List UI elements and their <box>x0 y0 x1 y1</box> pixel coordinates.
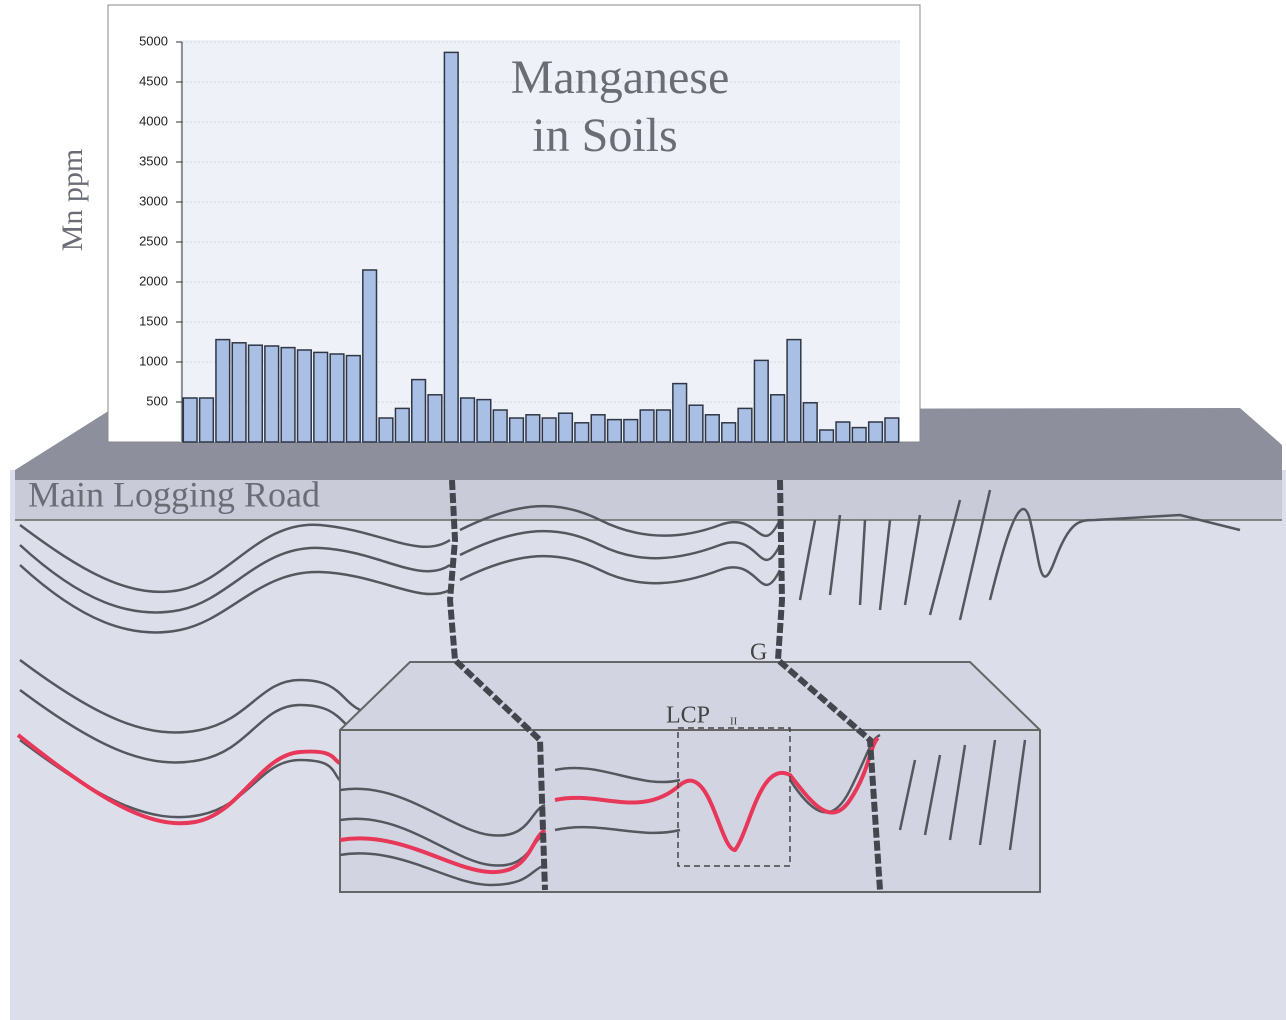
bar <box>851 426 867 443</box>
bar <box>737 407 753 443</box>
bar <box>688 404 704 443</box>
y-tick-label: 5000 <box>139 33 168 48</box>
bar <box>770 394 786 443</box>
bar <box>329 353 345 443</box>
y-tick-label: 1500 <box>139 313 168 328</box>
bar <box>884 417 900 443</box>
bar <box>459 397 476 443</box>
bar <box>198 397 215 443</box>
lcp-label: LCP <box>666 703 710 729</box>
chart-title: in Soils <box>532 109 677 162</box>
chart-title: Manganese <box>511 51 730 104</box>
bar <box>802 402 818 443</box>
bar <box>835 421 851 443</box>
bar <box>606 418 623 443</box>
bar <box>818 429 835 443</box>
bar <box>215 338 231 443</box>
y-tick-label: 1000 <box>139 353 168 368</box>
bar <box>492 409 508 443</box>
bar <box>313 351 329 443</box>
strata <box>16 479 1241 893</box>
bar <box>867 421 884 443</box>
bar <box>476 398 492 443</box>
y-tick-label: 500 <box>146 393 168 408</box>
bar <box>411 378 427 443</box>
lcp-sub: II <box>730 716 738 728</box>
bar <box>378 417 394 443</box>
y-axis-label: Mn ppm <box>56 149 89 252</box>
bar <box>655 409 671 443</box>
bar <box>231 342 247 443</box>
bar <box>639 409 655 443</box>
bar <box>672 382 688 443</box>
bar <box>247 344 264 443</box>
bar <box>623 418 639 443</box>
bar <box>590 414 606 443</box>
bar <box>557 412 574 443</box>
bar <box>786 338 802 443</box>
bar <box>362 269 378 443</box>
bar <box>574 422 590 443</box>
bar <box>443 51 459 443</box>
bar <box>296 349 312 443</box>
bar <box>525 414 541 443</box>
road-face <box>15 480 1282 520</box>
bar <box>541 417 557 443</box>
bar <box>345 354 361 443</box>
y-tick-label: 3000 <box>139 193 168 208</box>
bar <box>394 407 410 443</box>
bar <box>508 417 525 443</box>
bar <box>264 345 280 443</box>
bar <box>182 397 198 443</box>
y-tick-label: 4500 <box>139 73 168 88</box>
bar <box>704 414 720 443</box>
bar <box>427 394 443 443</box>
y-tick-label: 2500 <box>139 233 168 248</box>
g-label: G <box>750 640 767 666</box>
y-tick-label: 2000 <box>139 273 168 288</box>
bar <box>753 359 769 443</box>
bar <box>721 422 737 443</box>
bar <box>280 346 296 443</box>
y-tick-label: 3500 <box>139 153 168 168</box>
y-tick-label: 4000 <box>139 113 168 128</box>
road-label: Main Logging Road <box>28 474 320 514</box>
